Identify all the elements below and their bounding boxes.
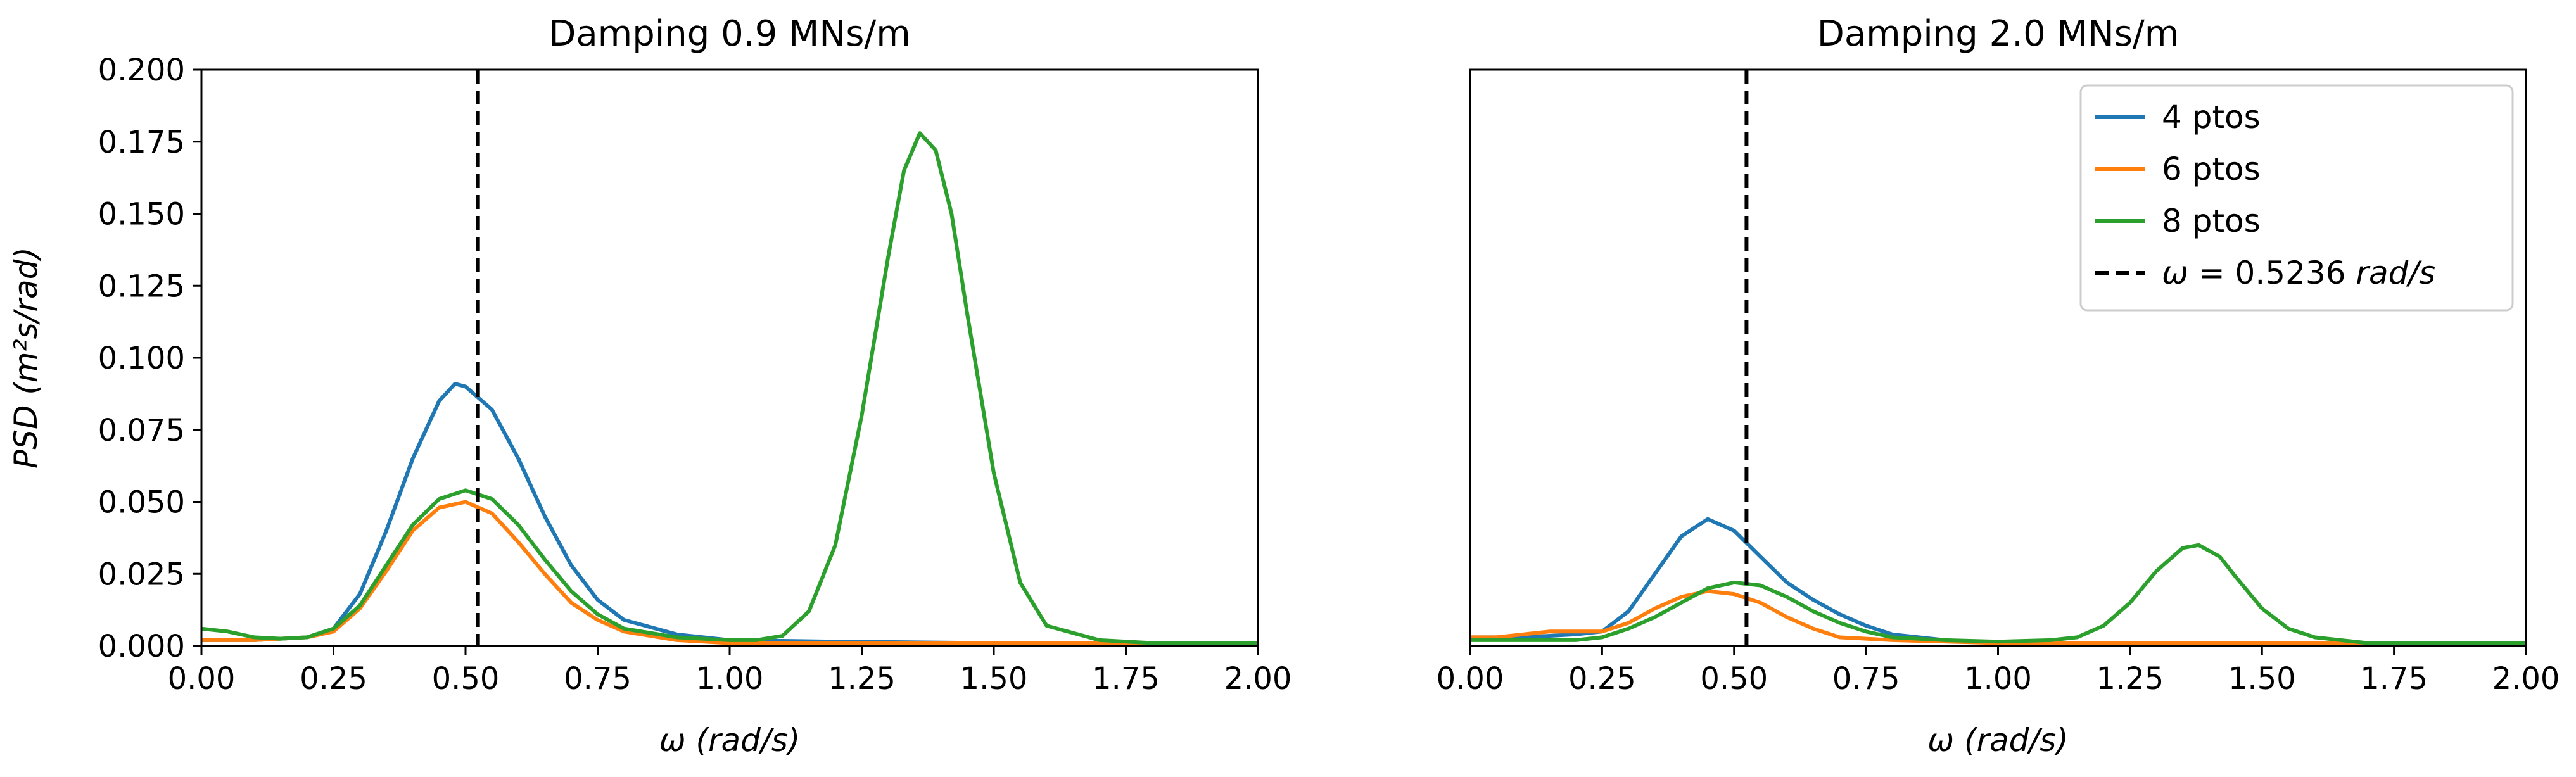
chart-title: Damping 2.0 MNs/m bbox=[1817, 13, 2179, 54]
x-axis-label: ω (rad/s) bbox=[1927, 722, 2069, 759]
y-tick-label: 0.175 bbox=[98, 125, 185, 160]
series-line-6-ptos bbox=[201, 500, 1258, 645]
y-tick-label: 0.050 bbox=[98, 485, 185, 521]
y-axis-label: PSD (m²s/rad) bbox=[8, 247, 44, 469]
series-line-8-ptos bbox=[201, 131, 1258, 645]
x-tick-label: 0.50 bbox=[1700, 661, 1768, 697]
legend-label-symbol: ω bbox=[2162, 255, 2188, 291]
legend-label-value: = 0.5236 bbox=[2188, 255, 2356, 291]
x-tick-label: 0.75 bbox=[1832, 661, 1900, 697]
x-tick-label: 0.75 bbox=[564, 661, 631, 697]
chart-title: Damping 0.9 MNs/m bbox=[549, 13, 911, 54]
series-line-6-ptos bbox=[1470, 589, 2526, 645]
x-tick-label: 0.00 bbox=[1437, 661, 1504, 697]
x-tick-label: 1.50 bbox=[2228, 661, 2296, 697]
legend-label: 8 ptos bbox=[2162, 203, 2261, 239]
y-tick-label: 0.100 bbox=[98, 341, 185, 376]
x-tick-label: 0.50 bbox=[432, 661, 500, 697]
x-tick-label: 1.25 bbox=[828, 661, 896, 697]
y-tick-label: 0.125 bbox=[98, 268, 185, 304]
x-tick-label: 1.25 bbox=[2096, 661, 2164, 697]
series-line-8-ptos bbox=[1470, 543, 2526, 645]
x-tick-label: 0.00 bbox=[168, 661, 236, 697]
legend-label: 4 ptos bbox=[2162, 99, 2261, 136]
x-tick-label: 1.00 bbox=[696, 661, 764, 697]
x-tick-label: 2.00 bbox=[2492, 661, 2560, 697]
y-tick-label: 0.025 bbox=[98, 557, 185, 592]
x-tick-label: 0.25 bbox=[1568, 661, 1636, 697]
y-tick-label: 0.000 bbox=[98, 629, 185, 664]
x-tick-label: 2.00 bbox=[1224, 661, 1292, 697]
legend-box bbox=[2079, 84, 2514, 312]
y-tick-label: 0.200 bbox=[98, 53, 185, 88]
legend-label-unit: rad/s bbox=[2356, 255, 2435, 291]
axes-frame bbox=[200, 68, 1259, 647]
legend-label: ω = 0.5236 rad/s bbox=[2162, 255, 2435, 291]
x-axis-label: ω (rad/s) bbox=[659, 722, 801, 759]
x-tick-label: 1.00 bbox=[1964, 661, 2032, 697]
x-tick-label: 1.75 bbox=[2360, 661, 2428, 697]
x-tick-label: 1.75 bbox=[1092, 661, 1160, 697]
legend-label: 6 ptos bbox=[2162, 151, 2261, 187]
x-tick-label: 1.50 bbox=[960, 661, 1028, 697]
x-tick-label: 0.25 bbox=[300, 661, 367, 697]
y-tick-label: 0.150 bbox=[98, 197, 185, 232]
y-tick-label: 0.075 bbox=[98, 413, 185, 448]
